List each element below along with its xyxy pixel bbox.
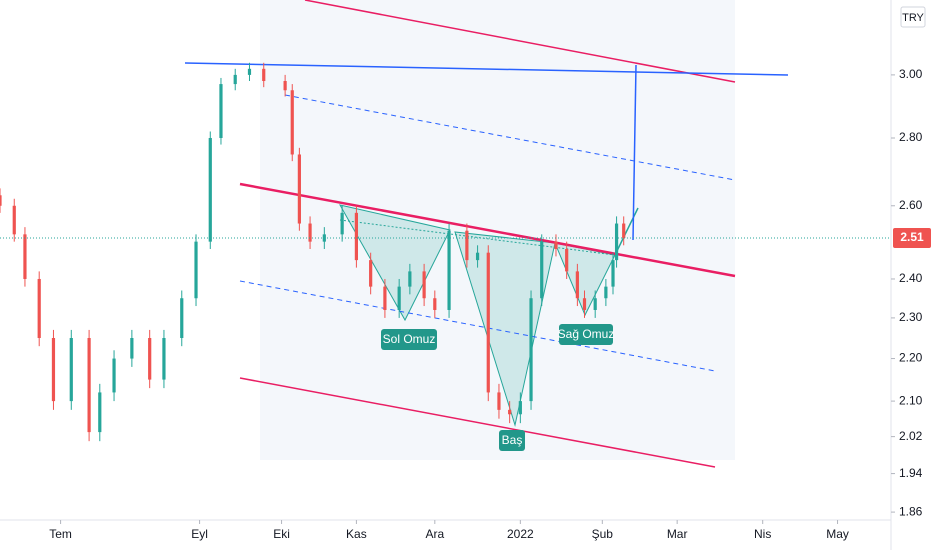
candle-body	[486, 252, 490, 393]
candle-body	[540, 241, 544, 299]
candle-body	[112, 358, 116, 393]
channel-upper-mid	[284, 94, 736, 181]
candle-body	[219, 84, 223, 138]
candle-body	[508, 409, 512, 415]
candle-body	[308, 223, 312, 242]
last-price-box	[893, 227, 931, 248]
x-tick-label: Ara	[425, 527, 444, 541]
candle-body	[180, 298, 184, 339]
candle-body	[340, 212, 344, 235]
drawings	[184, 0, 789, 468]
resistance-line	[184, 62, 789, 76]
channel-middle	[239, 182, 736, 278]
candle-body	[622, 223, 626, 238]
y-tick-label: 2.60	[899, 198, 923, 212]
candles	[0, 62, 626, 442]
candle-body	[23, 234, 27, 279]
candle-body	[130, 338, 134, 359]
candle-body	[37, 278, 41, 339]
y-tick-label: 2.80	[899, 130, 923, 144]
candle-body	[422, 271, 426, 299]
candle-body	[247, 68, 252, 75]
candle-body	[148, 338, 152, 380]
channel-area	[260, 0, 735, 460]
y-tick-label: 2.30	[899, 310, 923, 324]
channel-bottom	[239, 377, 716, 468]
x-tick-label: Nis	[754, 527, 771, 541]
candle-body	[262, 68, 266, 82]
annotation-box	[559, 324, 613, 345]
currency-box	[900, 6, 926, 28]
candle-body	[0, 195, 2, 206]
candle-body	[354, 212, 358, 261]
candle-body	[12, 205, 16, 235]
candle-body	[369, 260, 373, 287]
candle-body	[475, 252, 480, 261]
candle-body	[433, 298, 437, 310]
annotation-label: Sol Omuz	[383, 332, 436, 346]
candle-body	[208, 137, 212, 242]
candle-body	[611, 260, 615, 287]
x-tick-label: Eki	[273, 527, 290, 541]
candle-body	[518, 401, 522, 415]
x-tick-label: Mar	[667, 527, 688, 541]
candle-body	[408, 271, 412, 287]
candle-body	[283, 81, 287, 91]
candle-body	[565, 248, 569, 272]
currency-label: TRY	[902, 12, 924, 24]
candle-body	[554, 241, 558, 249]
y-tick-label: 2.20	[899, 351, 923, 365]
y-tick-label: 2.10	[899, 393, 923, 407]
annotation-box	[499, 430, 525, 451]
candle-body	[383, 286, 387, 310]
candle-body	[529, 298, 533, 402]
x-tick-label: Tem	[49, 527, 72, 541]
y-tick-label: 1.86	[899, 504, 923, 518]
y-tick-label: 3.00	[899, 67, 923, 81]
y-tick-label: 1.94	[899, 466, 923, 480]
candle-body	[604, 286, 608, 299]
candle-body	[614, 223, 619, 261]
candle-body	[194, 241, 198, 299]
candle-body	[397, 286, 401, 310]
channel-top	[304, 0, 736, 83]
candle-body	[582, 298, 587, 310]
candle-body	[575, 271, 579, 299]
x-tick-label: Eyl	[191, 527, 208, 541]
x-tick-label: May	[826, 527, 849, 541]
annotation: Sol Omuz Baş Sağ Omuz	[381, 324, 614, 451]
candle-body	[497, 392, 501, 410]
x-tick-label: Kas	[346, 527, 367, 541]
candle-body	[447, 230, 451, 310]
candle-body	[98, 392, 102, 433]
candle-body	[69, 338, 73, 402]
target-line	[632, 64, 637, 241]
annotation-label: Baş	[502, 433, 523, 447]
candle-body	[233, 74, 237, 85]
last-price-label: 2.51	[900, 230, 924, 244]
candle-body	[162, 338, 166, 380]
annotation-label: Sağ Omuz	[558, 327, 615, 341]
candle-body	[593, 298, 597, 310]
candle-body	[51, 338, 56, 402]
y-tick-label: 2.02	[899, 429, 923, 443]
candle-body	[297, 154, 301, 224]
candle-body	[290, 90, 294, 155]
x-tick-label: 2022	[507, 527, 534, 541]
breakout-line	[614, 207, 639, 256]
candle-body	[87, 338, 91, 433]
candle-body	[465, 230, 469, 261]
x-tick-label: Şub	[592, 527, 614, 541]
y-tick-label: 2.40	[899, 271, 923, 285]
annotation-box	[381, 329, 437, 350]
left-shoulder	[339, 204, 451, 322]
